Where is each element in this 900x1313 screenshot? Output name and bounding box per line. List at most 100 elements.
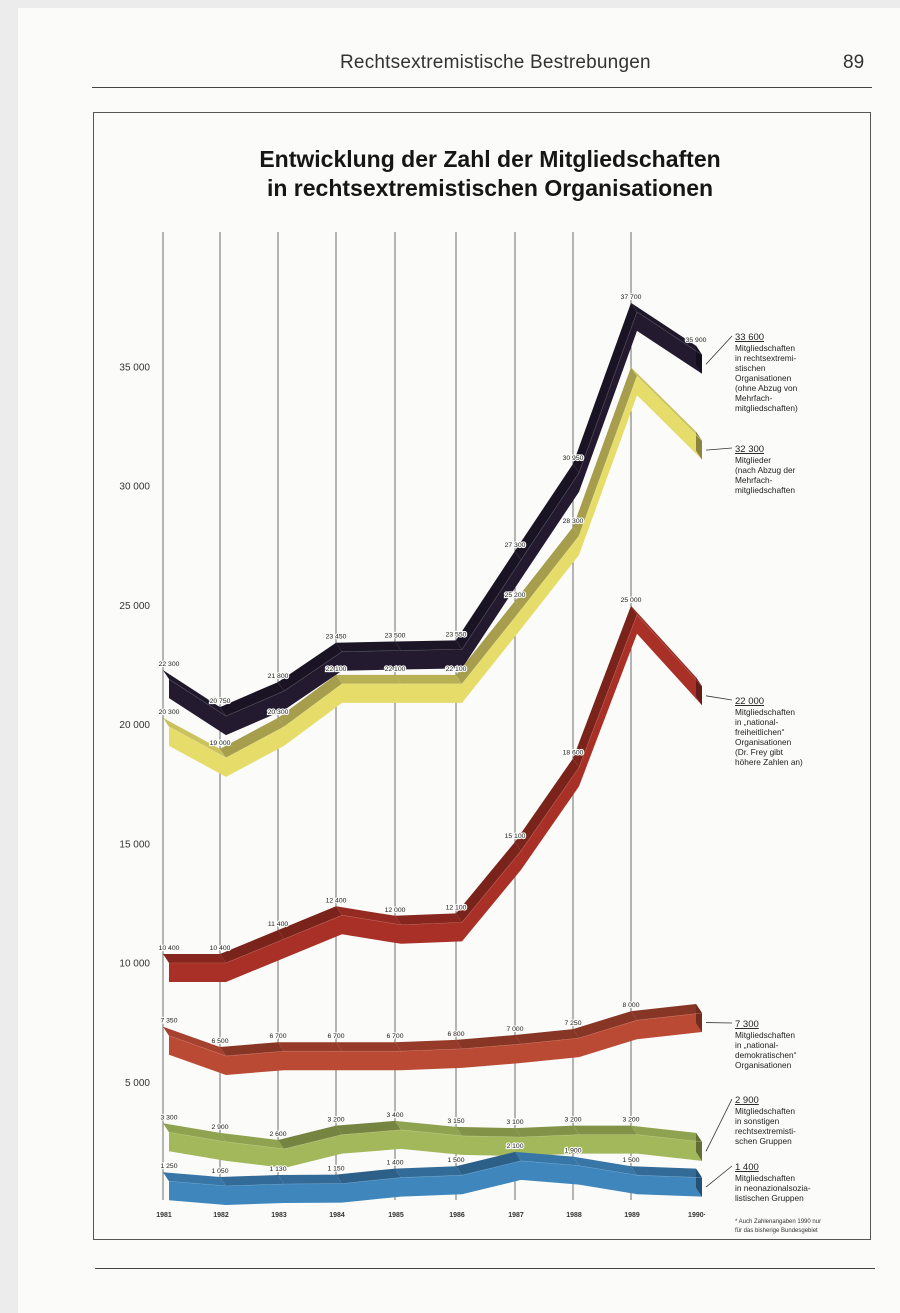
running-head: Rechtsextremistische Bestrebungen xyxy=(340,52,651,73)
ribbon-end-total xyxy=(696,345,702,374)
ribbon-top-sonstige xyxy=(220,1132,284,1149)
ribbon-highlight-members xyxy=(168,375,703,759)
x-tick-label-1989: 1989 xyxy=(624,1212,640,1219)
ribbon-top-sonstige xyxy=(515,1125,579,1138)
ribbon-top-total xyxy=(163,670,226,717)
legend-text-sonstige: rechtsextremisti- xyxy=(735,1126,796,1136)
ribbon-top-sonstige xyxy=(631,1125,702,1142)
data-label-nationalfrei: 10 400 xyxy=(210,945,231,952)
ribbon-top-nationaldemo xyxy=(515,1029,579,1045)
legend-value-nationaldemo: 7 300 xyxy=(735,1019,759,1030)
legend-value-members: 32 300 xyxy=(735,444,764,455)
y-tick-label: 20 000 xyxy=(119,720,150,731)
ribbon-top-nationaldemo xyxy=(278,1042,342,1052)
ribbon-top-neonazi xyxy=(631,1166,702,1178)
ribbon-top-nationalfrei xyxy=(456,841,521,923)
footer-rule xyxy=(95,1268,875,1269)
ribbon-top-total xyxy=(631,302,702,355)
ribbon-top-total xyxy=(395,640,462,651)
data-label-total: 21 800 xyxy=(268,673,289,680)
data-label-nationaldemo: 7 250 xyxy=(564,1020,581,1027)
ribbon-top-total xyxy=(573,302,637,473)
data-label-total: 20 750 xyxy=(210,698,231,705)
page-number: 89 xyxy=(843,52,865,73)
footnote: * Auch Zahlenangaben 1990 nur für das bi… xyxy=(735,1219,821,1234)
y-tick-label: 5 000 xyxy=(125,1078,150,1089)
chart-frame xyxy=(93,112,871,1240)
data-label-neonazi: 1 250 xyxy=(160,1163,177,1170)
ribbon-front-nationalfrei xyxy=(169,614,702,982)
data-labels: 22 300 20 750 21 800 23 450 23 500 23 550 27 3… xyxy=(158,293,708,1176)
leader-line-total xyxy=(705,335,733,365)
x-tick-label-1988: 1988 xyxy=(566,1212,582,1219)
series-neonazi xyxy=(163,1151,703,1205)
legend-value-sonstige: 2 900 xyxy=(735,1095,759,1106)
ribbon-top-members xyxy=(631,367,702,441)
series-ribbons xyxy=(163,302,703,1205)
ribbon-top-nationalfrei xyxy=(395,913,462,925)
ribbon-front-nationaldemo xyxy=(169,1013,702,1075)
footnote-line-2: für das bisherige Bundesgebiet xyxy=(735,1228,818,1234)
leader-line-sonstige xyxy=(705,1098,733,1152)
legend-text-sonstige: schen Gruppen xyxy=(735,1136,792,1146)
legend-text-total: Organisationen xyxy=(735,373,792,383)
data-label-members: 20 300 xyxy=(268,709,289,716)
data-label-nationaldemo: 6 500 xyxy=(211,1038,228,1045)
ribbon-top-nationalfrei xyxy=(515,758,579,851)
data-label-sonstige: 3 100 xyxy=(506,1119,523,1126)
ribbon-top-nationalfrei xyxy=(573,605,637,768)
legend-text-members: mitgliedschaften xyxy=(735,485,795,495)
legend-text-nationaldemo: Organisationen xyxy=(735,1060,792,1070)
footnote-line-1: * Auch Zahlenangaben 1990 nur xyxy=(735,1219,821,1225)
y-tick-label: 15 000 xyxy=(119,839,150,850)
data-label-nationaldemo: 6 700 xyxy=(327,1033,344,1040)
data-label-nationalfrei: 12 000 xyxy=(385,907,406,914)
data-label-neonazi: 2 100 xyxy=(506,1143,523,1150)
data-label-total: 23 500 xyxy=(385,633,406,640)
data-label-neonazi: 1 500 xyxy=(447,1157,464,1164)
ribbon-front-total xyxy=(169,311,702,736)
data-label-neonazi: 1 900 xyxy=(564,1148,581,1155)
ribbon-top-total xyxy=(336,641,401,652)
data-label-nationalfrei: 15 100 xyxy=(505,833,526,840)
ribbon-top-neonazi xyxy=(163,1172,226,1186)
data-label-members: 20 300 xyxy=(159,709,180,716)
legend-value-nationalfrei: 22 000 xyxy=(735,696,764,707)
ribbon-end-sonstige xyxy=(696,1132,702,1161)
series-members xyxy=(163,367,703,777)
ribbon-top-neonazi xyxy=(573,1156,637,1176)
ribbon-top-nationaldemo xyxy=(631,1004,702,1021)
series-sonstige xyxy=(163,1120,703,1168)
legend-text-sonstige: in sonstigen xyxy=(735,1116,780,1126)
ribbon-top-members xyxy=(573,367,637,537)
data-label-members: 25 200 xyxy=(505,592,526,599)
x-tick-label-1982: 1982 xyxy=(213,1212,229,1219)
ribbon-top-members xyxy=(163,717,226,758)
ribbon-top-sonstige xyxy=(395,1120,462,1136)
data-label-total: 27 300 xyxy=(505,542,526,549)
data-label-members: 22 100 xyxy=(326,666,347,673)
legend-text-nationalfrei: freiheitlichen“ xyxy=(735,727,785,737)
ribbon-highlight-nationalfrei xyxy=(169,614,703,964)
data-label-sonstige: 3 400 xyxy=(386,1112,403,1119)
ribbon-top-neonazi xyxy=(220,1175,284,1186)
legend-text-sonstige: Mitgliedschaften xyxy=(735,1106,795,1116)
data-label-members: 22 100 xyxy=(446,666,467,673)
x-axis-ticks: 1981 1982 1983 1984 1985 1986 1987 1988 1989 1990… xyxy=(156,1212,706,1219)
ribbon-top-nationalfrei xyxy=(336,906,401,925)
series-total xyxy=(163,302,703,736)
ribbon-highlight-neonazi xyxy=(168,1160,703,1187)
data-label-nationalfrei: 25 000 xyxy=(621,597,642,604)
ribbon-top-sonstige xyxy=(456,1126,521,1138)
leader-line-members xyxy=(705,447,733,451)
ribbon-top-nationaldemo xyxy=(395,1039,462,1052)
x-tick-label-1987: 1987 xyxy=(508,1212,524,1219)
ribbon-top-nationaldemo xyxy=(573,1011,637,1039)
ribbon-top-nationalfrei xyxy=(278,906,342,940)
data-label-total: 22 300 xyxy=(159,661,180,668)
